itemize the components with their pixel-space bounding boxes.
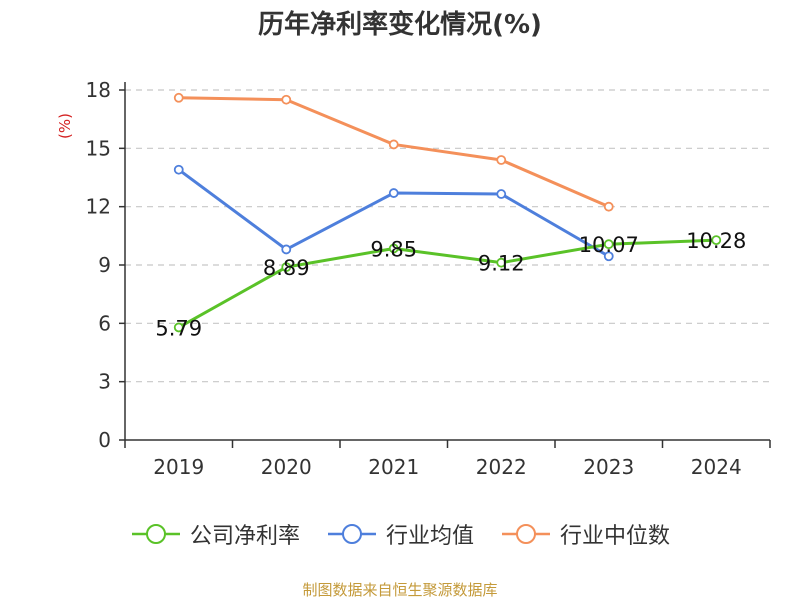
data-point [711,235,722,246]
data-label: 8.89 [263,256,310,280]
legend-label: 公司净利率 [189,524,300,549]
source-note: 制图数据来自恒生聚源数据库 [302,581,498,599]
data-point [173,164,184,175]
data-label: 9.12 [478,252,525,276]
data-point [281,94,292,105]
x-tick-label: 2024 [691,455,742,479]
y-tick-label: 12 [86,195,111,219]
data-point [281,244,292,255]
data-point [388,188,399,198]
legend-marker-circle [341,524,362,544]
y-tick-label: 3 [98,370,111,394]
data-point [173,322,184,333]
legend: 公司净利率 行业均值 行业中位数 [0,518,800,550]
y-tick-label: 15 [86,136,111,160]
data-label: 9.85 [370,237,417,261]
x-tick-label: 2020 [261,455,312,479]
y-tick-label: 9 [98,253,111,277]
legend-marker-icon [502,524,550,544]
data-point [388,243,399,254]
legend-label: 行业均值 [385,524,474,549]
data-label: 5.79 [155,316,202,340]
data-point [173,92,184,103]
data-point [603,251,614,262]
x-tick-label: 2022 [476,455,527,479]
legend-label: 行业中位数 [560,524,671,549]
legend-marker-icon [327,524,376,544]
data-point [281,262,292,273]
y-axis-label: (%) [56,113,74,139]
legend-item[interactable]: 公司净利率 [130,518,300,550]
legend-marker-icon [131,524,180,544]
y-tick-label: 0 [98,428,111,452]
data-label: 10.07 [579,233,639,257]
data-point [496,155,507,165]
legend-item[interactable]: 行业中位数 [500,518,670,550]
data-point [496,257,507,268]
data-label: 10.28 [686,229,746,253]
data-point [603,239,614,250]
data-point [603,201,614,212]
chart-title: 历年净利率变化情况(%) [258,10,542,40]
x-tick-label: 2021 [368,455,419,479]
legend-item[interactable]: 行业均值 [326,518,474,550]
x-tick-label: 2019 [153,455,204,479]
y-tick-label: 6 [98,311,111,335]
x-tick-label: 2023 [583,455,634,479]
data-point [496,189,507,199]
y-tick-label: 18 [86,78,111,102]
data-point [388,139,399,150]
legend-marker-circle [145,524,166,544]
series-line [178,238,717,329]
legend-marker-circle [516,524,536,544]
